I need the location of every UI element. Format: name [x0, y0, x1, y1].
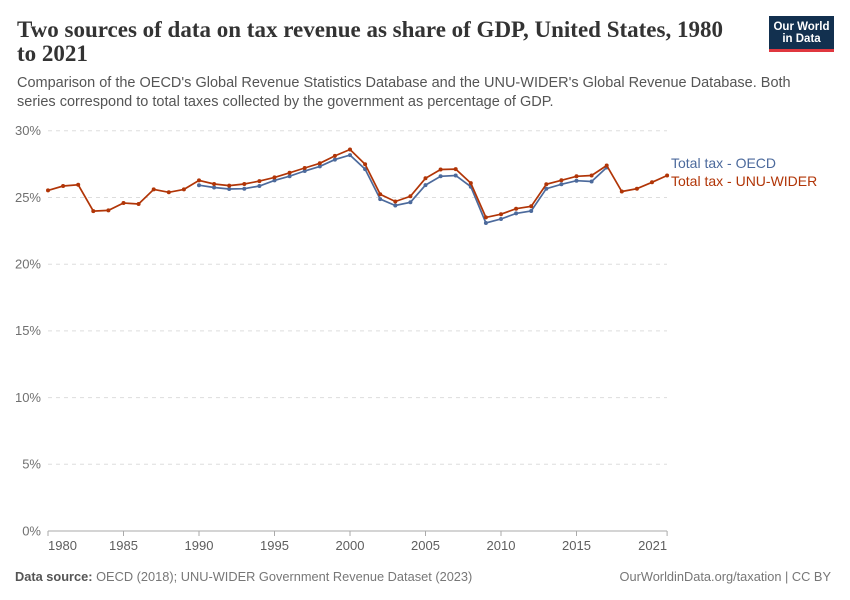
svg-text:10%: 10% [15, 390, 41, 405]
svg-text:2000: 2000 [336, 538, 365, 553]
svg-text:0%: 0% [22, 523, 41, 538]
svg-text:25%: 25% [15, 190, 41, 205]
svg-text:2021: 2021 [638, 538, 667, 553]
svg-text:1990: 1990 [185, 538, 214, 553]
svg-text:30%: 30% [15, 123, 41, 138]
svg-text:Total tax - OECD: Total tax - OECD [671, 155, 776, 171]
svg-text:2015: 2015 [562, 538, 591, 553]
svg-text:2005: 2005 [411, 538, 440, 553]
svg-text:2010: 2010 [487, 538, 516, 553]
svg-text:15%: 15% [15, 323, 41, 338]
svg-text:1995: 1995 [260, 538, 289, 553]
svg-text:Total tax - UNU-WIDER: Total tax - UNU-WIDER [671, 173, 817, 189]
svg-text:5%: 5% [22, 457, 41, 472]
svg-text:1980: 1980 [48, 538, 77, 553]
svg-text:20%: 20% [15, 257, 41, 272]
svg-text:1985: 1985 [109, 538, 138, 553]
